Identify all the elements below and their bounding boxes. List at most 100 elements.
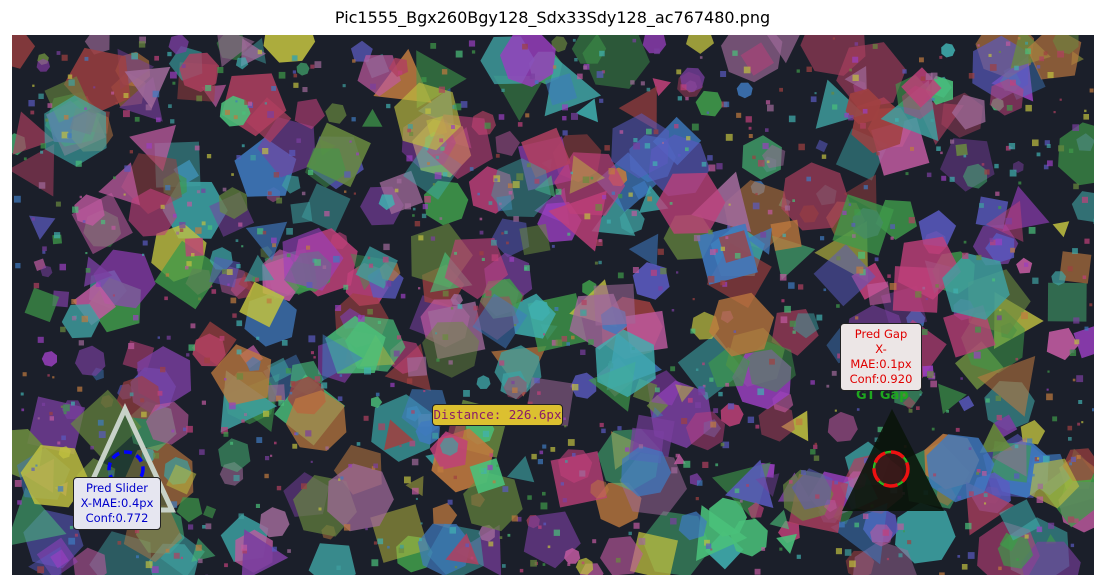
- noise-speck: [233, 475, 240, 482]
- noise-speck: [550, 447, 556, 452]
- noise-speck: [170, 71, 177, 79]
- noise-speck: [1043, 164, 1049, 170]
- noise-speck: [683, 460, 691, 468]
- noise-speck: [195, 227, 202, 234]
- noise-shape: [770, 219, 802, 251]
- noise-speck: [82, 220, 86, 223]
- noise-speck: [37, 336, 44, 343]
- noise-speck: [396, 335, 402, 340]
- noise-shape: [478, 524, 495, 542]
- noise-shape: [989, 78, 1024, 116]
- noise-speck: [1084, 238, 1090, 244]
- noise-speck: [499, 536, 503, 539]
- noise-shape: [203, 505, 217, 519]
- noise-speck: [767, 209, 773, 215]
- noise-speck: [755, 192, 758, 196]
- noise-speck: [989, 237, 994, 242]
- noise-speck: [992, 278, 996, 282]
- noise-shape: [708, 347, 750, 388]
- noise-speck: [454, 103, 462, 111]
- noise-speck: [832, 37, 835, 40]
- noise-speck: [876, 152, 880, 156]
- noise-speck: [567, 563, 571, 566]
- noise-speck: [877, 426, 883, 433]
- noise-speck: [526, 163, 531, 168]
- noise-speck: [890, 236, 894, 240]
- noise-speck: [256, 437, 263, 443]
- noise-shape: [652, 78, 671, 97]
- noise-speck: [542, 563, 546, 566]
- noise-speck: [988, 53, 992, 57]
- noise-shape: [528, 299, 550, 321]
- noise-shape: [554, 152, 626, 216]
- noise-speck: [552, 65, 557, 69]
- noise-speck: [377, 538, 384, 545]
- noise-shape: [736, 82, 753, 99]
- noise-speck: [138, 41, 146, 48]
- noise-speck: [278, 400, 285, 406]
- noise-shape: [444, 238, 509, 300]
- noise-speck: [834, 480, 838, 485]
- noise-speck: [78, 340, 84, 346]
- noise-shape: [1051, 271, 1066, 286]
- noise-speck: [441, 69, 448, 75]
- noise-speck: [257, 228, 264, 235]
- noise-speck: [553, 529, 560, 536]
- noise-speck: [527, 495, 532, 500]
- noise-shape: [621, 445, 672, 497]
- noise-speck: [902, 69, 907, 74]
- noise-speck: [201, 221, 206, 226]
- noise-speck: [1059, 98, 1062, 101]
- noise-speck: [498, 114, 505, 120]
- noise-speck: [344, 171, 351, 178]
- noise-shape: [519, 223, 551, 256]
- noise-speck: [235, 100, 238, 103]
- noise-speck: [271, 237, 277, 244]
- noise-speck: [1010, 247, 1015, 253]
- noise-speck: [71, 316, 77, 321]
- noise-speck: [40, 150, 44, 154]
- noise-speck: [524, 265, 530, 271]
- noise-speck: [247, 101, 252, 106]
- noise-speck: [226, 269, 233, 275]
- noise-speck: [468, 40, 476, 47]
- noise-speck: [164, 296, 168, 301]
- noise-speck: [310, 460, 313, 463]
- noise-speck: [198, 297, 201, 301]
- noise-speck: [439, 217, 443, 220]
- noise-speck: [1046, 388, 1049, 391]
- noise-speck: [219, 335, 225, 341]
- noise-speck: [160, 366, 166, 373]
- noise-speck: [555, 339, 563, 346]
- noise-speck: [1072, 124, 1079, 131]
- noise-speck: [419, 538, 422, 542]
- noise-speck: [77, 386, 83, 392]
- noise-speck: [186, 353, 190, 357]
- noise-speck: [739, 499, 743, 503]
- noise-speck: [632, 38, 637, 43]
- noise-speck: [439, 138, 444, 143]
- noise-shape: [327, 463, 394, 532]
- noise-speck: [1053, 111, 1056, 114]
- noise-speck: [432, 432, 439, 439]
- noise-speck: [560, 482, 564, 486]
- noise-speck: [411, 458, 419, 466]
- noise-shape: [582, 35, 650, 89]
- noise-speck: [907, 540, 912, 545]
- noise-speck: [224, 378, 227, 381]
- noise-speck: [367, 256, 371, 260]
- noise-speck: [581, 561, 585, 565]
- noise-speck: [579, 470, 586, 477]
- noise-speck: [382, 256, 389, 263]
- noise-speck: [905, 172, 909, 176]
- noise-speck: [256, 336, 260, 340]
- noise-shape: [593, 283, 636, 326]
- noise-speck: [761, 547, 766, 551]
- noise-speck: [796, 554, 801, 559]
- noise-speck: [115, 101, 118, 105]
- noise-speck: [60, 405, 64, 408]
- noise-speck: [701, 161, 707, 167]
- noise-speck: [390, 382, 395, 388]
- noise-shape: [432, 502, 458, 529]
- noise-speck: [571, 335, 575, 340]
